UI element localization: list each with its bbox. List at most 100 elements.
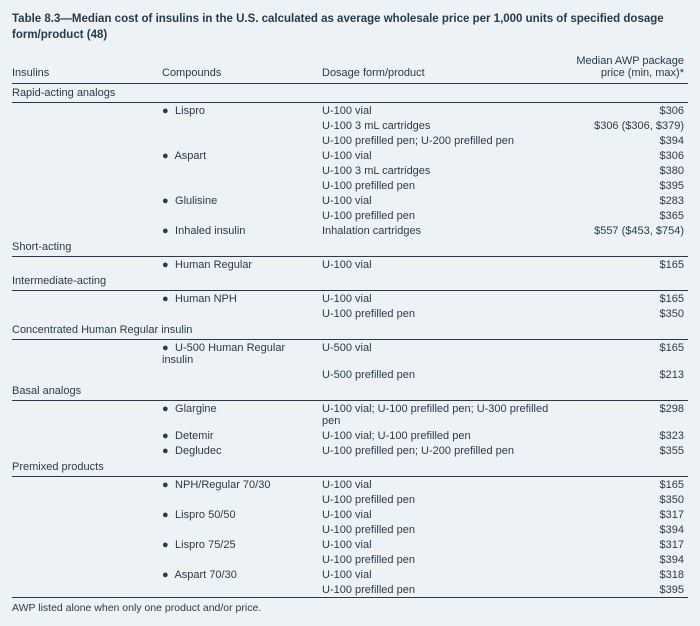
- cell-price: $165: [572, 257, 688, 273]
- table-row: ● U-500 Human Regular insulinU-500 vial$…: [12, 340, 688, 368]
- cell-price: $317: [572, 507, 688, 522]
- cell-price: $298: [572, 401, 688, 429]
- cell-insulins: [12, 367, 162, 382]
- compound-name: U-500 Human Regular insulin: [162, 342, 285, 366]
- cell-dosage: U-100 vial: [322, 537, 572, 552]
- table-row: U-100 prefilled pen; U-200 prefilled pen…: [12, 133, 688, 148]
- col-dosage: Dosage form/product: [322, 53, 572, 84]
- cell-insulins: [12, 257, 162, 273]
- cell-price: $394: [572, 552, 688, 567]
- bullet-icon: ●: [162, 479, 172, 491]
- compound-name: Detemir: [172, 430, 214, 442]
- cell-price: $395: [572, 178, 688, 193]
- bullet-icon: ●: [162, 569, 172, 581]
- cell-dosage: U-100 vial: [322, 567, 572, 582]
- cell-compound: ● Lispro 50/50: [162, 507, 322, 522]
- cell-compound: ● Inhaled insulin: [162, 223, 322, 238]
- cell-price: $306: [572, 148, 688, 163]
- cell-dosage: U-100 vial: [322, 291, 572, 307]
- compound-name: Glargine: [172, 403, 217, 415]
- bullet-icon: ●: [162, 195, 172, 207]
- cell-dosage: Inhalation cartridges: [322, 223, 572, 238]
- cell-insulins: [12, 552, 162, 567]
- cell-insulins: [12, 208, 162, 223]
- cell-insulins: [12, 443, 162, 458]
- cell-price: $350: [572, 306, 688, 321]
- table-row: ● DetemirU-100 vial; U-100 prefilled pen…: [12, 428, 688, 443]
- cell-compound: [162, 582, 322, 597]
- cell-dosage: U-100 prefilled pen: [322, 306, 572, 321]
- bullet-icon: ●: [162, 259, 172, 271]
- insulin-cost-table: Insulins Compounds Dosage form/product M…: [12, 53, 688, 597]
- bullet-icon: ●: [162, 509, 172, 521]
- cell-compound: ● Human NPH: [162, 291, 322, 307]
- table-title: Table 8.3—Median cost of insulins in the…: [12, 12, 688, 43]
- cell-insulins: [12, 340, 162, 368]
- bullet-icon: ●: [162, 342, 172, 354]
- cell-price: $165: [572, 340, 688, 368]
- cell-compound: [162, 306, 322, 321]
- cell-dosage: U-100 vial: [322, 257, 572, 273]
- table-row: ● Inhaled insulinInhalation cartridges$5…: [12, 223, 688, 238]
- cell-dosage: U-500 vial: [322, 340, 572, 368]
- cell-dosage: U-100 prefilled pen: [322, 178, 572, 193]
- table-footnote: AWP listed alone when only one product a…: [12, 597, 688, 614]
- cell-compound: ● Human Regular: [162, 257, 322, 273]
- table-row: ● Lispro 50/50U-100 vial$317: [12, 507, 688, 522]
- table-row: ● Glargine U-100 vial; U-100 prefilled pe…: [12, 401, 688, 429]
- table-row: U-100 prefilled pen$394: [12, 522, 688, 537]
- bullet-icon: ●: [162, 150, 172, 162]
- compound-name: Glulisine: [172, 195, 217, 207]
- cell-price: $355: [572, 443, 688, 458]
- table-row: ● GlulisineU-100 vial$283: [12, 193, 688, 208]
- cell-insulins: [12, 148, 162, 163]
- cell-compound: ● Lispro 75/25: [162, 537, 322, 552]
- table-row: U-100 prefilled pen$350: [12, 492, 688, 507]
- table-row: ● DegludecU-100 prefilled pen; U-200 pre…: [12, 443, 688, 458]
- category-name: Premixed products: [12, 458, 688, 477]
- bullet-icon: ●: [162, 403, 172, 415]
- cell-insulins: [12, 582, 162, 597]
- cell-price: $394: [572, 133, 688, 148]
- cell-insulins: [12, 193, 162, 208]
- cell-compound: ● NPH/Regular 70/30: [162, 477, 322, 493]
- cell-compound: [162, 163, 322, 178]
- cell-price: $394: [572, 522, 688, 537]
- cell-insulins: [12, 477, 162, 493]
- cell-compound: [162, 367, 322, 382]
- cell-dosage: U-100 prefilled pen: [322, 208, 572, 223]
- category-row: Premixed products: [12, 458, 688, 477]
- compound-name: Human Regular: [172, 259, 252, 271]
- cell-dosage: U-100 prefilled pen: [322, 552, 572, 567]
- cell-compound: [162, 552, 322, 567]
- table-row: U-100 prefilled pen$395: [12, 178, 688, 193]
- compound-name: Lispro 75/25: [172, 539, 236, 551]
- bullet-icon: ●: [162, 105, 172, 117]
- category-row: Rapid-acting analogs: [12, 84, 688, 103]
- table-row: ● Aspart 70/30U-100 vial$318: [12, 567, 688, 582]
- cell-compound: [162, 492, 322, 507]
- cell-insulins: [12, 492, 162, 507]
- table-row: U-100 prefilled pen$350: [12, 306, 688, 321]
- cell-insulins: [12, 306, 162, 321]
- cell-price: $165: [572, 477, 688, 493]
- cell-dosage: U-100 3 mL cartridges: [322, 163, 572, 178]
- bullet-icon: ●: [162, 539, 172, 551]
- cell-price: $165: [572, 291, 688, 307]
- table-row: U-100 3 mL cartridges$380: [12, 163, 688, 178]
- bullet-icon: ●: [162, 445, 172, 457]
- cell-compound: [162, 133, 322, 148]
- cell-dosage: U-100 vial; U-100 prefilled pen; U-300 p…: [322, 401, 572, 429]
- cell-dosage: U-100 prefilled pen: [322, 522, 572, 537]
- table-row: ● Human NPHU-100 vial$165: [12, 291, 688, 307]
- table-row: ● NPH/Regular 70/30U-100 vial$165: [12, 477, 688, 493]
- table-row: U-100 prefilled pen$394: [12, 552, 688, 567]
- compound-name: Lispro: [172, 105, 205, 117]
- table-row: U-500 prefilled pen$213: [12, 367, 688, 382]
- category-name: Rapid-acting analogs: [12, 84, 688, 103]
- cell-compound: ● U-500 Human Regular insulin: [162, 340, 322, 368]
- category-row: Concentrated Human Regular insulin: [12, 321, 688, 340]
- cell-compound: [162, 522, 322, 537]
- cell-price: $557 ($453, $754): [572, 223, 688, 238]
- cell-compound: ● Degludec: [162, 443, 322, 458]
